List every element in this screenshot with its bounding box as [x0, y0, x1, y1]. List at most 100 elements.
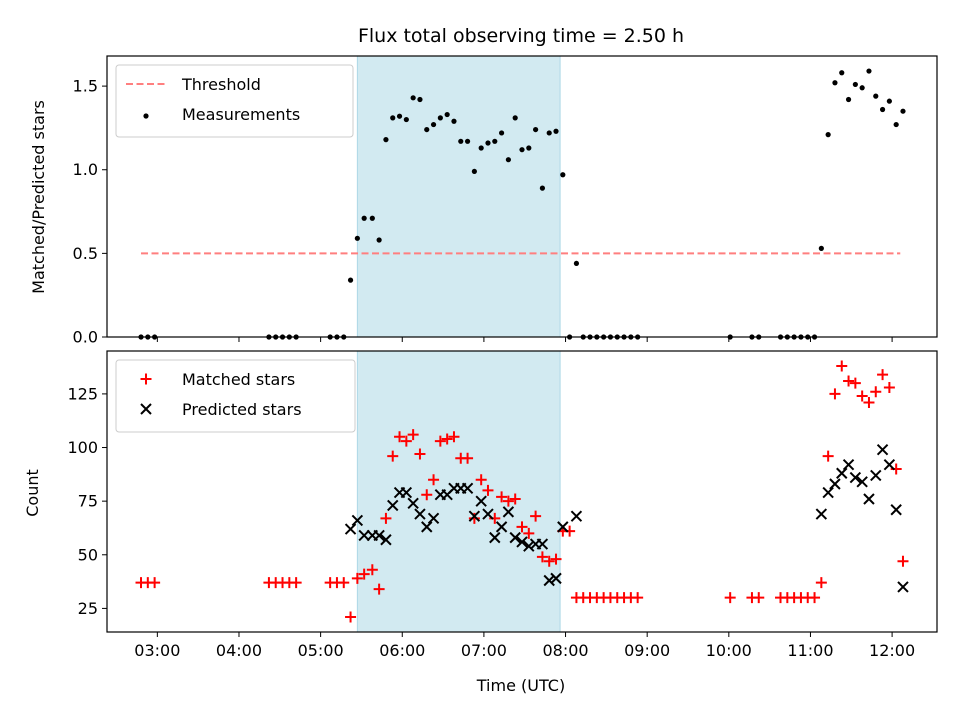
matched-star-point	[863, 396, 875, 408]
legend-label: Matched stars	[182, 370, 295, 389]
matched-star-point	[809, 592, 821, 604]
predicted-star-point	[387, 499, 399, 512]
legend-label: Threshold	[181, 75, 261, 94]
matched-star-point	[475, 474, 487, 486]
predicted-star-point	[468, 510, 481, 522]
bottom-panel: 03:00 04:00 05:00 06:00 07:00 08:00 09:00 10:00…	[67, 350, 938, 660]
predicted-star-point	[876, 443, 889, 456]
predicted-star-point	[380, 534, 392, 546]
x-tick-label: 07:00	[461, 641, 507, 660]
y-tick-label: 1.0	[73, 160, 98, 179]
series-matched-stars	[135, 360, 909, 623]
measurement-point	[866, 68, 872, 74]
predicted-star-point	[849, 471, 862, 484]
measurement-point	[478, 145, 484, 151]
measurement-point	[526, 145, 532, 151]
matched-star-point	[358, 568, 370, 580]
x-tick-label: 12:00	[869, 641, 915, 660]
measurement-point	[845, 96, 852, 103]
measurement-point	[839, 70, 845, 76]
measurement-point	[471, 168, 477, 175]
matched-star-point	[849, 377, 861, 389]
matched-star-point	[883, 381, 895, 393]
chart-title: Flux total observing time = 2.50 h	[358, 25, 684, 47]
predicted-star-point	[351, 514, 364, 527]
matched-star-point	[482, 484, 494, 496]
measurement-point	[879, 106, 886, 113]
measurement-point	[354, 235, 360, 241]
measurement-point	[430, 121, 437, 128]
matched-star-point	[543, 555, 555, 567]
measurement-point	[390, 115, 396, 121]
matched-star-point	[836, 360, 848, 372]
measurement-point	[533, 126, 539, 133]
legend: Threshold Measurements	[115, 64, 354, 138]
predicted-star-point	[856, 476, 868, 488]
predicted-star-point	[890, 504, 902, 516]
matched-star-point	[448, 431, 460, 443]
predicted-star-point	[842, 458, 855, 471]
measurement-point	[361, 215, 367, 221]
measurement-point	[451, 118, 457, 124]
measurement-point	[396, 113, 403, 119]
predicted-star-point	[516, 536, 528, 548]
measurement-point	[900, 108, 906, 114]
predicted-star-point	[461, 482, 474, 494]
measurement-point	[347, 277, 354, 283]
measurement-point	[383, 137, 389, 143]
predicted-star-point	[427, 512, 440, 525]
plot-frame	[106, 55, 938, 338]
y-tick-label: 1.5	[73, 77, 98, 96]
matched-star-point	[387, 450, 399, 462]
legend-label: Predicted stars	[182, 400, 302, 419]
predicted-star-point	[570, 510, 583, 522]
measurement-point	[492, 138, 498, 144]
legend-measurement-swatch	[143, 113, 149, 119]
matched-star-point	[877, 369, 889, 381]
predicted-star-point	[557, 521, 569, 533]
measurement-point	[893, 121, 899, 128]
y-tick-label: 0.0	[73, 328, 98, 347]
matched-star-point	[394, 431, 406, 443]
matched-star-point	[366, 564, 378, 576]
matched-star-point	[400, 435, 412, 447]
matched-star-point	[428, 474, 440, 486]
y-tick-label: 100	[67, 438, 98, 457]
predicted-star-point	[822, 486, 834, 499]
matched-star-point	[421, 489, 433, 501]
measurement-point	[410, 95, 416, 101]
predicted-star-point	[421, 521, 433, 533]
matched-star-point	[530, 510, 542, 522]
measurement-point	[369, 215, 375, 221]
matched-star-point	[509, 493, 521, 505]
measurement-point	[437, 115, 443, 121]
legend-box	[115, 359, 356, 433]
measurement-point	[512, 115, 518, 121]
y-tick-label: 50	[78, 545, 98, 564]
predicted-star-point	[509, 531, 521, 544]
predicted-star-point	[897, 581, 909, 593]
predicted-star-point	[414, 508, 426, 520]
predicted-star-point	[815, 508, 828, 520]
x-tick-label: 11:00	[787, 641, 833, 660]
predicted-star-point	[373, 529, 385, 542]
predicted-star-point	[836, 467, 848, 479]
matched-star-point	[414, 448, 426, 460]
measurement-point	[519, 147, 525, 153]
predicted-star-point	[870, 469, 882, 482]
measurement-point	[852, 81, 858, 88]
matched-star-point	[829, 388, 841, 400]
legend-matched-swatch	[140, 373, 152, 385]
measurement-point	[573, 260, 580, 267]
matched-star-point	[523, 527, 535, 539]
measurement-point	[832, 80, 838, 86]
x-tick-label: 03:00	[134, 641, 180, 660]
predicted-star-point	[475, 495, 487, 507]
matched-star-point	[822, 450, 834, 462]
measurement-point	[859, 85, 865, 91]
x-tick-label: 04:00	[216, 641, 262, 660]
measurement-point	[444, 111, 450, 118]
measurement-point	[458, 138, 464, 144]
plot-frame	[106, 350, 938, 633]
measurement-point	[825, 132, 831, 138]
